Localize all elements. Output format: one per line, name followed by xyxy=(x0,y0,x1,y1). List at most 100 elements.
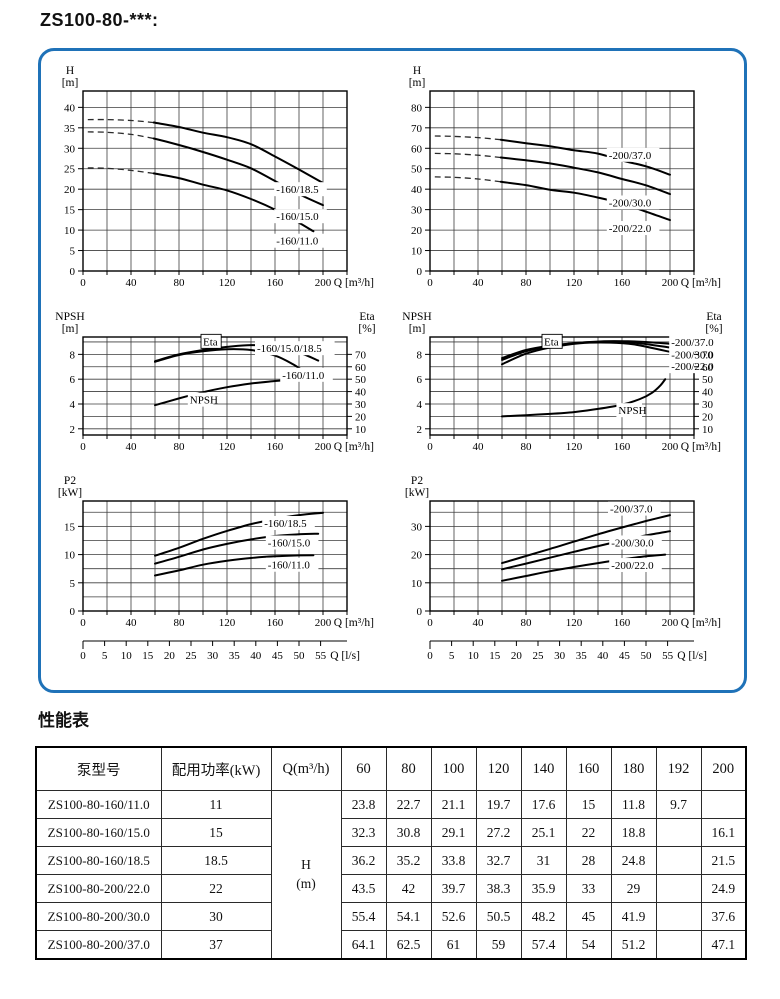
curve-label: -200/22.0 xyxy=(611,560,654,572)
curve -200/37.0 xyxy=(501,514,671,565)
svg-text:10: 10 xyxy=(702,424,714,436)
svg-text:200: 200 xyxy=(315,617,332,629)
head-value-cell: 51.2 xyxy=(610,930,657,960)
svg-text:45: 45 xyxy=(272,650,284,662)
svg-text:[m]: [m] xyxy=(409,77,426,89)
svg-text:20: 20 xyxy=(64,184,76,196)
svg-text:[%]: [%] xyxy=(358,323,375,335)
svg-text:0: 0 xyxy=(427,617,433,629)
svg-text:45: 45 xyxy=(619,650,631,662)
y-axis-title: H xyxy=(413,65,421,77)
head-value-cell: 25.1 xyxy=(520,818,567,847)
head-value-cell: 23.8 xyxy=(340,790,387,819)
svg-text:40: 40 xyxy=(126,441,138,453)
col-header-9: 180 xyxy=(610,746,657,791)
curve-label: Eta xyxy=(544,336,559,348)
svg-text:10: 10 xyxy=(355,424,367,436)
svg-text:70: 70 xyxy=(702,349,714,361)
head-value-cell: 33.8 xyxy=(430,846,477,875)
svg-text:5: 5 xyxy=(449,650,455,662)
svg-text:15: 15 xyxy=(64,521,76,533)
x-axis-title: Q [m³/h] xyxy=(334,441,374,453)
svg-text:120: 120 xyxy=(219,617,236,629)
head-value-cell: 52.6 xyxy=(430,902,477,931)
col-header-3: 60 xyxy=(340,746,387,791)
svg-text:2: 2 xyxy=(70,424,76,436)
svg-text:60: 60 xyxy=(355,362,367,374)
svg-text:40: 40 xyxy=(126,277,138,289)
head-value-cell: 31 xyxy=(520,846,567,875)
col-header-10: 192 xyxy=(655,746,702,791)
performance-curves-panel: -160/18.5 -160/15.0 -160/11.0 0 40 80 120 160 20… xyxy=(38,48,747,693)
head-value-cell: 18.8 xyxy=(610,818,657,847)
curve-label: -200/30.0 xyxy=(609,197,652,209)
performance-table: 泵型号 配用功率(kW) Q(m³/h) 60 80 100 120 140 160 180 192… xyxy=(35,746,747,960)
power-cell: 15 xyxy=(160,818,272,847)
svg-text:80: 80 xyxy=(174,277,186,289)
svg-text:35: 35 xyxy=(229,650,241,662)
svg-text:80: 80 xyxy=(174,617,186,629)
svg-text:40: 40 xyxy=(473,277,485,289)
curve-label: NPSH xyxy=(618,405,646,417)
table-row: ZS100-80-200/30.0 30 55.4 54.1 52.6 50.5 48.2 4… xyxy=(35,902,747,931)
svg-text:25: 25 xyxy=(64,164,76,176)
table-header-row: 泵型号 配用功率(kW) Q(m³/h) 60 80 100 120 140 160 180 192… xyxy=(35,746,747,791)
svg-text:30: 30 xyxy=(554,650,566,662)
head-value-cell: 64.1 xyxy=(340,930,387,960)
head-value-cell: 39.7 xyxy=(430,874,477,903)
svg-text:20: 20 xyxy=(164,650,176,662)
curve-dashed -160/11.0 xyxy=(87,167,154,175)
head-value-cell xyxy=(655,846,702,875)
head-value-cell: 22.7 xyxy=(385,790,432,819)
svg-text:80: 80 xyxy=(521,277,533,289)
x-axis-title: Q [m³/h] xyxy=(681,277,721,289)
head-value-cell: 36.2 xyxy=(340,846,387,875)
svg-text:4: 4 xyxy=(417,399,423,411)
svg-text:50: 50 xyxy=(641,650,653,662)
svg-text:30: 30 xyxy=(64,143,76,155)
svg-text:55: 55 xyxy=(315,650,327,662)
chart-h-q-160: -160/18.5 -160/15.0 -160/11.0 0 40 80 120 160 20… xyxy=(62,65,374,289)
head-value-cell: 21.1 xyxy=(430,790,477,819)
curve -160/18.5 xyxy=(152,121,324,184)
y-axis-title: NPSH xyxy=(55,311,84,323)
head-value-cell xyxy=(655,818,702,847)
chart-p2-q-200: -200/37.0 -200/30.0 -200/22.0 0 40 80 120 160 20… xyxy=(405,475,721,662)
svg-text:160: 160 xyxy=(614,277,631,289)
head-value-cell: 57.4 xyxy=(520,930,567,960)
curve -160/11.0 xyxy=(154,554,315,577)
svg-text:40: 40 xyxy=(250,650,261,662)
head-value-cell: 62.5 xyxy=(385,930,432,960)
head-value-cell: 38.3 xyxy=(475,874,522,903)
head-value-cell: 54 xyxy=(565,930,612,960)
svg-text:200: 200 xyxy=(315,277,332,289)
svg-text:80: 80 xyxy=(521,441,533,453)
svg-text:35: 35 xyxy=(576,650,588,662)
svg-text:160: 160 xyxy=(267,441,284,453)
power-cell: 18.5 xyxy=(160,846,272,875)
svg-text:40: 40 xyxy=(64,102,76,114)
svg-text:160: 160 xyxy=(614,441,631,453)
curve -200/30.0 xyxy=(499,156,671,196)
svg-text:[m]: [m] xyxy=(62,77,79,89)
curve-label: -200/22.0 xyxy=(671,361,714,373)
svg-text:80: 80 xyxy=(174,441,186,453)
svg-text:160: 160 xyxy=(267,617,284,629)
svg-text:50: 50 xyxy=(294,650,306,662)
head-value-cell: 19.7 xyxy=(475,790,522,819)
svg-text:0: 0 xyxy=(427,441,433,453)
head-value-cell: 28 xyxy=(565,846,612,875)
svg-text:0: 0 xyxy=(417,266,423,278)
head-value-cell: 59 xyxy=(475,930,522,960)
head-value-cell: 30.8 xyxy=(385,818,432,847)
col-header-7: 140 xyxy=(520,746,567,791)
svg-text:0: 0 xyxy=(427,650,433,662)
svg-text:200: 200 xyxy=(662,277,679,289)
svg-text:30: 30 xyxy=(355,399,367,411)
curve-label: Eta xyxy=(203,336,218,348)
curve-label: -200/22.0 xyxy=(609,223,652,235)
power-cell: 37 xyxy=(160,930,272,960)
svg-text:6: 6 xyxy=(417,374,423,386)
svg-text:40: 40 xyxy=(411,184,423,196)
curve-label: -200/37.0 xyxy=(609,150,652,162)
